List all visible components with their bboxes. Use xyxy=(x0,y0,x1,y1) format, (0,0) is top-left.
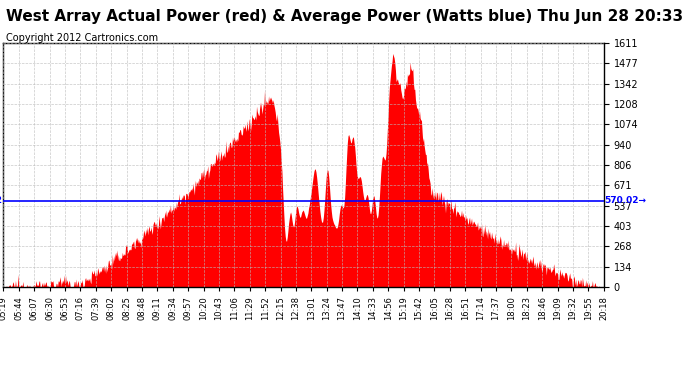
Text: Copyright 2012 Cartronics.com: Copyright 2012 Cartronics.com xyxy=(6,33,159,43)
Text: 570.02→: 570.02→ xyxy=(604,196,647,205)
Text: West Array Actual Power (red) & Average Power (Watts blue) Thu Jun 28 20:33: West Array Actual Power (red) & Average … xyxy=(6,9,684,24)
Text: ←570.02: ←570.02 xyxy=(0,196,3,205)
